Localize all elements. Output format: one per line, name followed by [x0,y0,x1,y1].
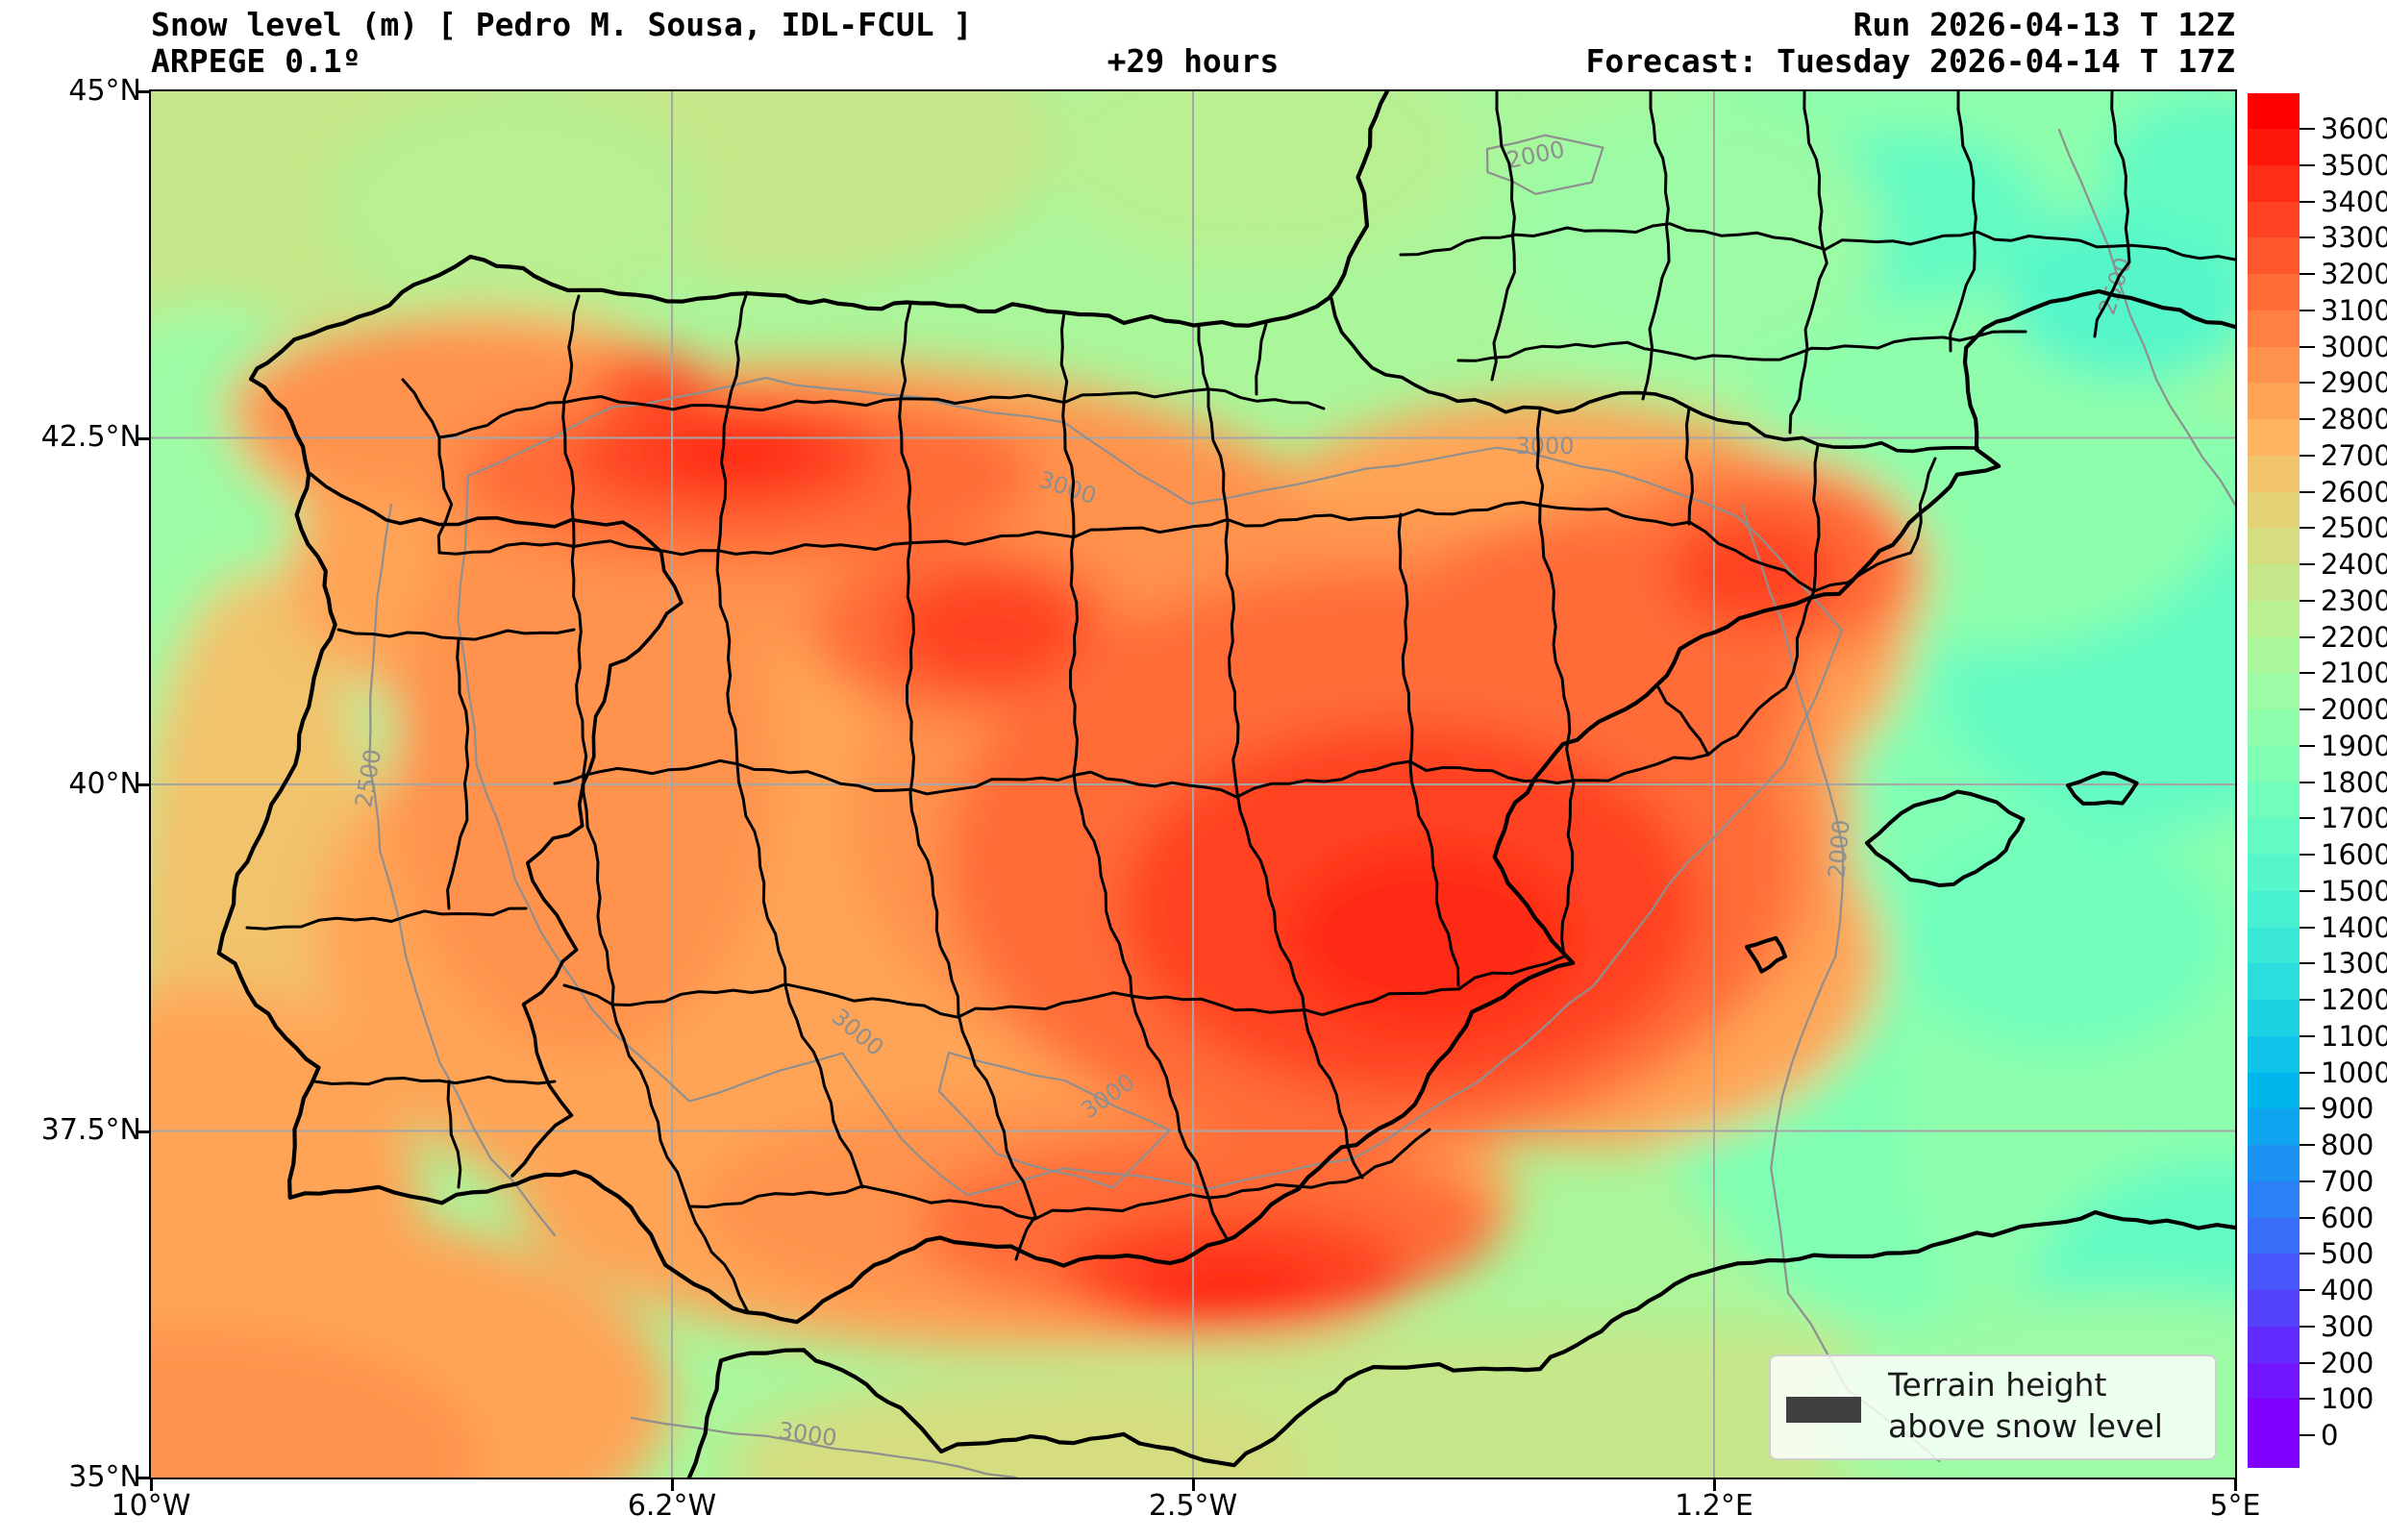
colorbar-tick-label: 2000 [2321,693,2387,726]
svg-text:3000: 3000 [1515,433,1574,460]
colorbar-tick-label: 2500 [2321,511,2387,545]
colorbar-tick-label: 3200 [2321,258,2387,290]
colorbar-tick-label: 700 [2321,1164,2375,1198]
terrain-legend: Terrain height above snow level [1769,1354,2217,1460]
y-tick-35N: 35°N [68,1460,141,1494]
colorbar-tick-label: 1500 [2321,874,2387,907]
colorbar-tick-label: 2900 [2321,366,2387,400]
colorbar-tick-label: 3500 [2321,148,2387,182]
colorbar-tick-label: 3600 [2321,112,2387,145]
colorbar-tick-label: 600 [2321,1201,2375,1234]
svg-text:2000: 2000 [1823,819,1854,880]
colorbar-tick-label: 1900 [2321,729,2387,762]
model-resolution-label: ARPEGE 0.1º [151,42,361,80]
colorbar-tick-label: 2200 [2321,620,2387,654]
colorbar-tick-label: 200 [2321,1346,2375,1379]
colorbar-tick-label: 2400 [2321,548,2387,581]
x-tick-10W: 10°W [111,1489,191,1523]
colorbar-tick-label: 1700 [2321,802,2387,835]
colorbar-tick-label: 1200 [2321,983,2387,1016]
colorbar-tick-label: 1100 [2321,1019,2387,1053]
run-datetime-label: Run 2026-04-13 T 12Z [1852,6,2235,43]
colorbar-tick-label: 400 [2321,1274,2375,1306]
colorbar-tick-label: 100 [2321,1382,2375,1416]
terrain-legend-label: Terrain height above snow level [1888,1366,2163,1445]
colorbar: 3600 3500 3400 3300 3200 3100 3000 2900 2800 2700… [2248,93,2387,1476]
colorbar-tick-label: 2700 [2321,438,2387,472]
lead-time-label: +29 hours [1106,42,1280,80]
colorbar-tick-label: 1000 [2321,1056,2387,1089]
colorbar-tick-label: 0 [2321,1419,2339,1452]
colorbar-tick-label: 2600 [2321,475,2387,509]
x-tick-6-2W: 6.2°W [627,1489,717,1523]
colorbar-tick-label: 500 [2321,1237,2375,1271]
colorbar-gradient [2248,93,2300,1468]
y-tick-40N: 40°N [68,767,141,801]
x-tick-1-2E: 1.2°E [1675,1489,1753,1523]
x-tick-2-5W: 2.5°W [1148,1489,1238,1523]
colorbar-tick-label: 3000 [2321,330,2387,363]
colorbar-tick-label: 1800 [2321,765,2387,799]
y-tick-45N: 45°N [68,74,141,108]
colorbar-tick-label: 3300 [2321,221,2387,255]
forecast-datetime-label: Forecast: Tuesday 2026-04-14 T 17Z [1585,42,2235,80]
y-tick-37-5N: 37.5°N [40,1113,141,1147]
colorbar-tick-label: 800 [2321,1129,2375,1161]
colorbar-tick-label: 300 [2321,1309,2375,1343]
x-tick-5E: 5°E [2209,1489,2261,1523]
figure-title: Snow level (m) [ Pedro M. Sousa, IDL-FCU… [151,6,973,43]
terrain-legend-swatch [1786,1397,1861,1423]
colorbar-tick-label: 1400 [2321,910,2387,944]
y-tick-42-5N: 42.5°N [40,420,141,454]
colorbar-tick-label: 3100 [2321,293,2387,327]
colorbar-tick-label: 3400 [2321,185,2387,218]
colorbar-tick-label: 2100 [2321,657,2387,690]
map-plot-area: 3000 3000 3000 3000 3000 2500 2500 2000 2000 Ter… [149,89,2237,1479]
colorbar-tick-label: 1600 [2321,838,2387,871]
colorbar-tick-label: 900 [2321,1092,2375,1126]
colorbar-tick-label: 2300 [2321,584,2387,617]
colorbar-tick-label: 2800 [2321,403,2387,435]
colorbar-tick-label: 1300 [2321,947,2387,981]
